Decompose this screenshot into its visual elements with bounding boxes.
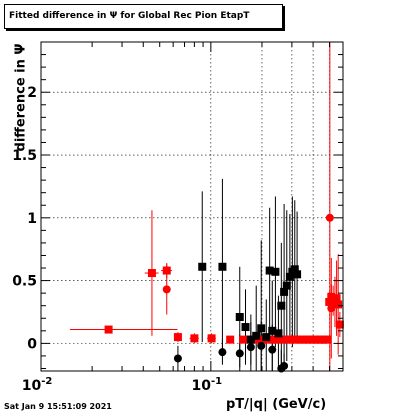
timestamp-footer: Sat Jan 9 15:51:09 2021: [4, 402, 112, 411]
data-point-square: [293, 270, 302, 279]
data-point-square: [226, 335, 235, 344]
grid-lines: [41, 42, 343, 371]
data-point-circle: [257, 341, 266, 350]
data-point-square: [265, 266, 274, 275]
data-point-square: [271, 267, 280, 276]
data-point-square: [282, 281, 291, 290]
y-tick-label: 0.5: [12, 274, 37, 290]
data-point-circle: [280, 361, 289, 370]
data-point-square: [218, 262, 227, 271]
data-point-square: [235, 313, 244, 322]
data-point-square: [190, 334, 199, 343]
data-point-square: [332, 294, 341, 303]
plot-frame: [40, 41, 344, 372]
y-axis-label: difference in Ψ: [13, 43, 29, 152]
data-point-square: [323, 335, 332, 344]
data-point-square: [147, 269, 156, 278]
chart-title: Fitted difference in Ψ for Global Rec Pi…: [9, 11, 250, 21]
data-point-square: [268, 335, 277, 344]
x-tick-label: 10-1: [192, 376, 223, 394]
data-point-square: [252, 331, 261, 340]
data-point-square: [207, 334, 216, 343]
data-point-square: [241, 323, 250, 332]
data-point-circle: [173, 354, 182, 363]
data-point-square: [335, 320, 344, 329]
data-point-square: [262, 333, 271, 342]
axes: 0 0.5 1 1.5 2 10-2 10-1: [12, 41, 344, 394]
data-point-square: [239, 335, 248, 344]
data-point-square: [277, 301, 286, 310]
data-point-circle: [235, 349, 244, 358]
y-tick-label: 0: [27, 336, 37, 352]
data-point-square: [285, 272, 294, 281]
data-point-square: [246, 335, 255, 344]
x-tick-label: 10-2: [22, 376, 53, 394]
chart-title-box: Fitted difference in Ψ for Global Rec Pi…: [4, 4, 283, 29]
y-tick-label: 1: [27, 211, 37, 227]
data-point-square: [162, 266, 171, 275]
y-tick-label: 2: [27, 85, 37, 101]
data-point-square: [173, 333, 182, 342]
data-point-square: [104, 325, 113, 334]
data-marks: [69, 42, 344, 373]
x-axis-label: pT/|q| (GeV/c): [226, 397, 327, 412]
y-tick-label: 1.5: [12, 148, 37, 164]
data-point-square: [274, 329, 283, 338]
data-point-circle: [246, 343, 255, 352]
data-point-square: [277, 335, 286, 344]
data-point-circle: [327, 304, 336, 313]
data-point-circle: [325, 213, 334, 222]
data-point-square: [272, 335, 281, 344]
data-point-circle: [268, 345, 277, 354]
data-point-square: [198, 262, 207, 271]
data-point-circle: [162, 285, 171, 294]
data-point-square: [334, 300, 343, 309]
data-point-square: [257, 335, 266, 344]
data-point-circle: [218, 348, 227, 357]
data-point-square: [290, 265, 299, 274]
data-point-square: [268, 326, 277, 335]
data-point-square: [257, 324, 266, 333]
data-point-square: [280, 287, 289, 296]
